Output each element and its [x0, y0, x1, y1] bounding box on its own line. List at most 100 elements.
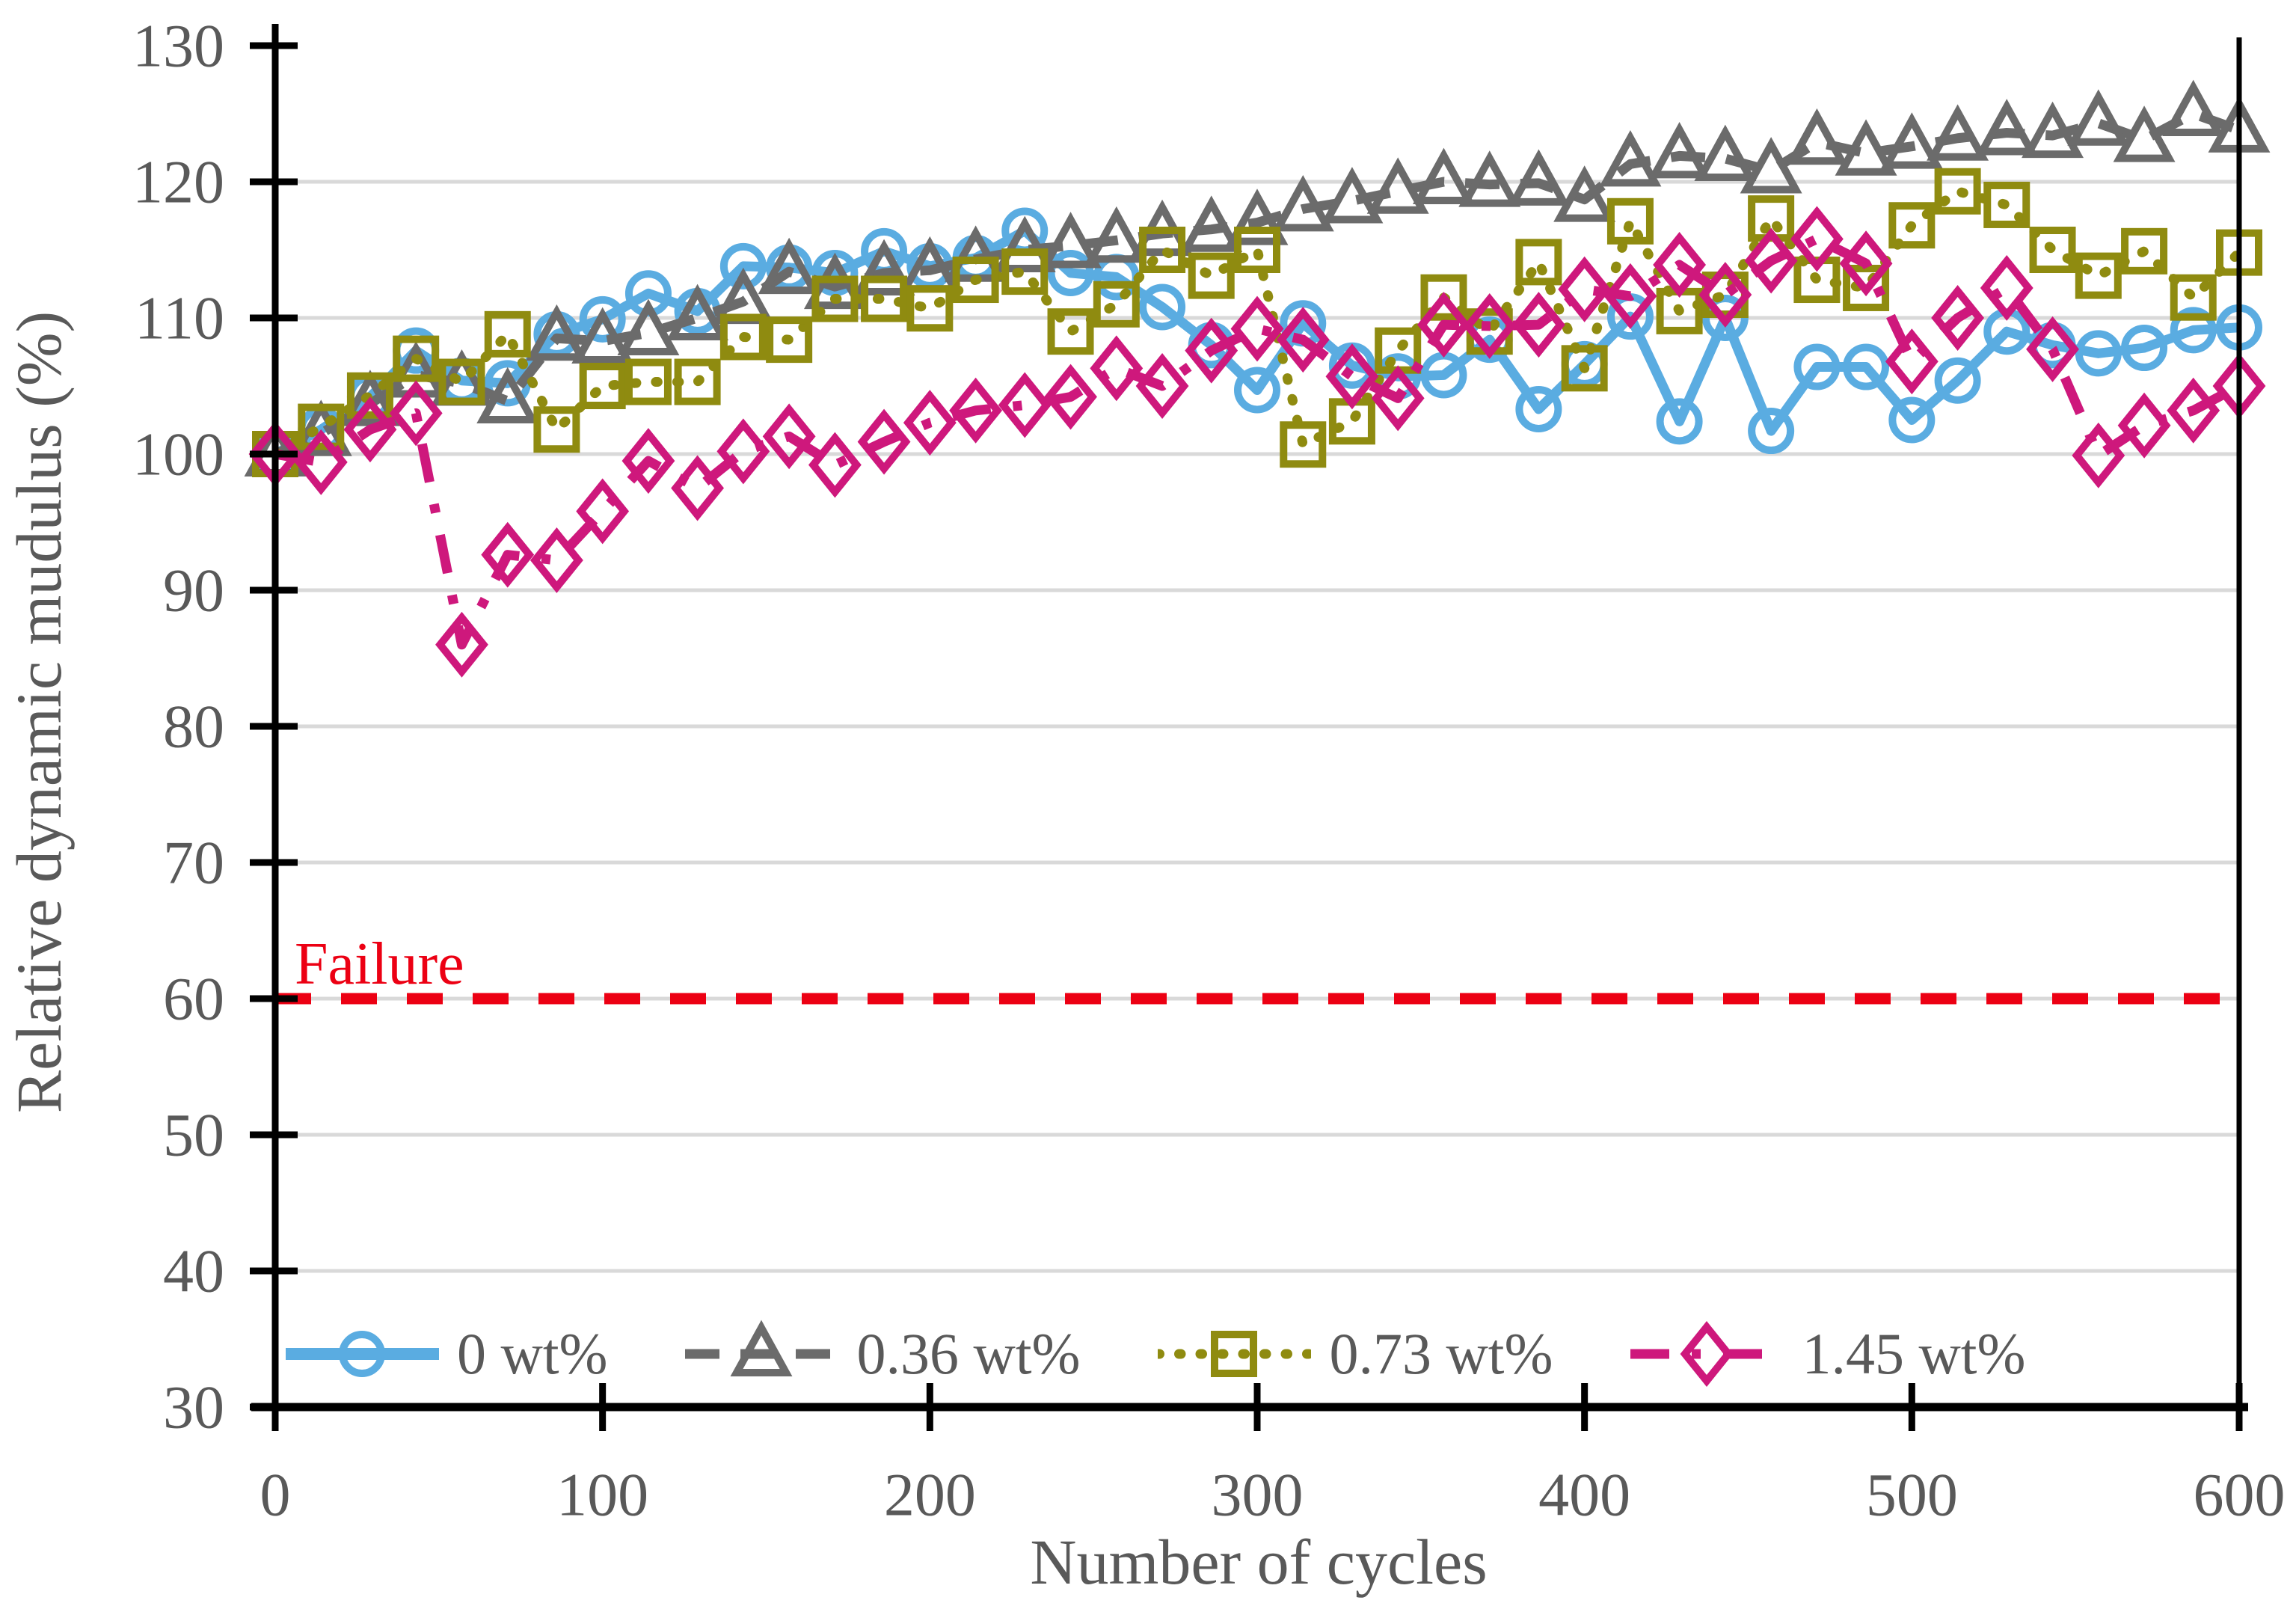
x-tick-label: 0	[260, 1461, 291, 1529]
legend-label: 0.73 wt%	[1329, 1321, 1553, 1386]
marker-diamond	[621, 428, 675, 494]
legend-marker-diamond-icon	[1630, 1321, 1784, 1387]
marker-diamond	[530, 527, 583, 593]
y-tick-label: 60	[163, 965, 224, 1033]
series-0-73-wt-	[252, 168, 2262, 477]
marker-triangle	[1321, 167, 1384, 224]
gridlines	[275, 180, 2239, 1273]
marker-diamond	[1230, 295, 1284, 362]
marker-triangle	[571, 307, 634, 364]
marker-circle	[1748, 408, 1795, 455]
marker-triangle	[617, 298, 680, 356]
legend-item-0-wt-: 0 wt%	[286, 1320, 607, 1388]
marker-diamond	[1371, 365, 1425, 432]
marker-square	[2029, 227, 2076, 273]
marker-triangle	[1507, 149, 1570, 206]
marker-square	[2121, 227, 2168, 275]
marker-diamond	[1511, 292, 1565, 358]
marker-square	[484, 310, 531, 358]
marker-square	[579, 363, 626, 409]
marker-diamond	[998, 372, 1052, 438]
axes: 30 40 50 60 70 80 90 100 110 120 130 0 100 200 300 400 5…	[132, 12, 2286, 1529]
marker-triangle	[525, 304, 588, 361]
marker-triangle	[1880, 112, 1943, 169]
x-tick-label: 200	[884, 1461, 976, 1529]
marker-square	[298, 403, 345, 450]
marker-square	[2075, 252, 2122, 299]
x-tick-label: 500	[1866, 1461, 1958, 1529]
marker-diamond	[1090, 335, 1144, 402]
marker-circle	[2075, 330, 2122, 377]
marker-diamond	[1463, 292, 1517, 359]
legend-label: 1.45 wt%	[1802, 1321, 2026, 1386]
marker-square	[1139, 227, 1186, 273]
legend-item-1-45-wt-: 1.45 wt%	[1630, 1320, 2025, 1388]
y-tick-label: 80	[163, 693, 224, 761]
marker-diamond	[1839, 230, 1893, 297]
marker-diamond	[1185, 317, 1238, 384]
marker-square	[766, 316, 813, 364]
marker-square	[861, 275, 908, 322]
marker-square	[811, 275, 859, 322]
marker-square	[1561, 345, 1608, 392]
marker-triangle	[1694, 124, 1757, 182]
marker-triangle	[1458, 150, 1521, 207]
marker-square	[1234, 227, 1280, 273]
marker-diamond	[343, 396, 397, 463]
marker-diamond	[1044, 364, 1097, 430]
marker-square	[1983, 181, 2031, 228]
marker-triangle	[853, 239, 915, 295]
y-tick-label: 130	[132, 12, 224, 80]
marker-diamond	[762, 403, 816, 470]
y-tick-label: 100	[132, 420, 224, 488]
marker-triangle	[476, 367, 539, 424]
marker-diamond	[949, 377, 1003, 444]
marker-square	[2170, 274, 2217, 321]
marker-triangle	[666, 284, 729, 340]
marker-diamond	[2072, 422, 2125, 488]
marker-triangle	[1599, 129, 1662, 187]
x-tick-label: 600	[2194, 1461, 2286, 1529]
marker-diamond	[1980, 254, 2033, 321]
series-line	[270, 186, 2244, 459]
marker-square	[1188, 252, 1235, 299]
x-tick-label: 100	[556, 1461, 648, 1529]
marker-square	[719, 313, 767, 361]
legend: 0 wt% 0.36 wt% 0.73 wt% 1.45 wt%	[286, 1320, 2025, 1388]
y-tick-label: 30	[163, 1373, 224, 1441]
marker-diamond	[1698, 262, 1752, 328]
marker-square	[674, 358, 721, 405]
marker-diamond	[808, 432, 862, 498]
marker-square	[1001, 248, 1049, 295]
marker-triangle	[1553, 165, 1616, 222]
x-tick-label: 300	[1212, 1461, 1304, 1529]
marker-square	[393, 335, 440, 382]
legend-label: 0 wt%	[457, 1321, 608, 1386]
marker-diamond	[1885, 328, 1939, 395]
marker-diamond	[1276, 307, 1330, 373]
marker-diamond	[2167, 377, 2220, 444]
marker-triangle	[2162, 79, 2225, 136]
marker-triangle	[1366, 157, 1429, 214]
marker-diamond	[2117, 392, 2171, 459]
failure-label: Failure	[295, 931, 464, 997]
marker-circle	[1934, 357, 1981, 404]
marker-triangle	[1040, 212, 1102, 269]
y-tick-label: 40	[163, 1237, 224, 1305]
series-1-45-wt-	[248, 206, 2266, 678]
marker-circle	[1234, 367, 1280, 414]
marker-diamond	[2026, 316, 2079, 382]
marker-circle	[719, 242, 767, 289]
marker-circle	[339, 1331, 385, 1377]
marker-circle	[1843, 343, 1890, 390]
marker-triangle	[1226, 189, 1289, 245]
marker-diamond	[857, 408, 911, 475]
marker-diamond	[1790, 206, 1844, 272]
y-tick-label: 120	[132, 148, 224, 216]
x-axis-title: Number of cycles	[1030, 1526, 1488, 1598]
marker-triangle	[1180, 195, 1243, 252]
marker-triangle	[2113, 105, 2176, 162]
marker-diamond	[1653, 232, 1707, 298]
